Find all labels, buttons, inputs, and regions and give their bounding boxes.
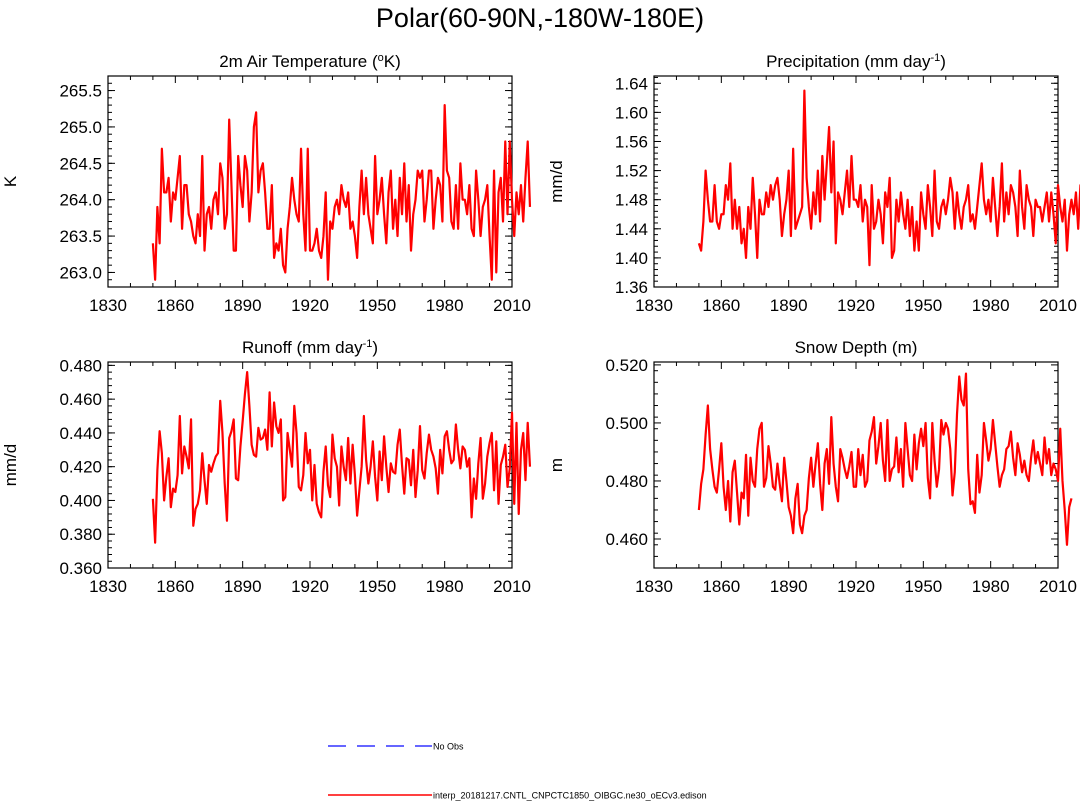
legend-obs-label: No Obs <box>433 742 464 752</box>
snow-depth-ytick-label: 0.460 <box>605 530 648 549</box>
runoff-ytick-label: 0.380 <box>59 525 102 544</box>
legend-model-label: interp_20181217.CNTL_CNPCTC1850_OIBGC.ne… <box>433 791 707 801</box>
runoff-ytick-label: 0.360 <box>59 559 102 578</box>
precip-xtick-label: 1920 <box>837 296 875 315</box>
precip-frame <box>653 75 1059 288</box>
precip-series-line <box>697 89 1080 267</box>
runoff-xtick-label: 1860 <box>156 577 194 596</box>
chart-air-temp: 1830 1860 1890 1920 1950 1980 2010 263.0 263.5 26… <box>1 52 532 315</box>
runoff-xtick-label: 2010 <box>493 577 531 596</box>
runoff-ytick-label: 0.460 <box>59 390 102 409</box>
precip-ytick-label: 1.60 <box>615 103 648 122</box>
snow-depth-ytick-label: 0.480 <box>605 472 648 491</box>
snow-depth-xtick-label: 1830 <box>635 577 673 596</box>
runoff-ytick-label: 0.440 <box>59 424 102 443</box>
snow-depth-title: Snow Depth (m) <box>795 338 918 357</box>
chart-runoff: 1830 1860 1890 1920 1950 1980 2010 0.360 0.380 0.… <box>1 338 532 596</box>
snow-depth-ytick-label: 0.520 <box>605 356 648 375</box>
precip-xtick-label: 1890 <box>770 296 808 315</box>
snow-depth-xtick-label: 2010 <box>1039 577 1077 596</box>
runoff-xtick-label: 1920 <box>291 577 329 596</box>
precip-ytick-label: 1.56 <box>615 132 648 151</box>
runoff-title: Runoff (mm day-1) <box>242 338 378 357</box>
air-temp-xtick-label: 1920 <box>291 296 329 315</box>
air-temp-xtick-label: 1860 <box>156 296 194 315</box>
precip-xtick-label: 1860 <box>702 296 740 315</box>
runoff-ylabel: mm/d <box>1 444 20 487</box>
runoff-xtick-label: 1980 <box>426 577 464 596</box>
snow-depth-ytick-label: 0.500 <box>605 414 648 433</box>
legend: No Obs interp_20181217.CNTL_CNPCTC1850_O… <box>328 742 707 801</box>
runoff-ytick-label: 0.400 <box>59 491 102 510</box>
precip-ytick-label: 1.52 <box>615 162 648 181</box>
chart-snow-depth: 1830 1860 1890 1920 1950 1980 2010 0.460 0.480 0.… <box>547 338 1077 596</box>
precip-xtick-label: 1950 <box>904 296 942 315</box>
air-temp-ytick-label: 265.0 <box>59 118 102 137</box>
air-temp-xtick-label: 1890 <box>224 296 262 315</box>
precip-ytick-label: 1.40 <box>615 249 648 268</box>
snow-depth-xtick-label: 1980 <box>972 577 1010 596</box>
precip-ylabel: mm/d <box>547 160 566 203</box>
runoff-xtick-label: 1830 <box>89 577 127 596</box>
air-temp-xtick-label: 2010 <box>493 296 531 315</box>
precip-ytick-label: 1.36 <box>615 278 648 297</box>
snow-depth-xtick-label: 1920 <box>837 577 875 596</box>
air-temp-ytick-label: 263.5 <box>59 227 102 246</box>
runoff-xtick-label: 1890 <box>224 577 262 596</box>
precip-xtick-label: 1980 <box>972 296 1010 315</box>
air-temp-series-line <box>151 103 532 281</box>
chart-precip: 1830 1860 1890 1920 1950 1980 2010 1.36 1.40 1.44… <box>547 52 1080 315</box>
chart-panels: 1830 1860 1890 1920 1950 1980 2010 263.0 263.5 26… <box>1 52 1080 596</box>
runoff-xtick-label: 1950 <box>358 577 396 596</box>
air-temp-xtick-label: 1830 <box>89 296 127 315</box>
air-temp-ytick-label: 264.0 <box>59 191 102 210</box>
snow-depth-ylabel: m <box>547 458 566 472</box>
snow-depth-xtick-label: 1950 <box>904 577 942 596</box>
precip-ytick-label: 1.44 <box>615 220 648 239</box>
precip-xtick-label: 1830 <box>635 296 673 315</box>
air-temp-xtick-label: 1950 <box>358 296 396 315</box>
snow-depth-series-line <box>697 372 1073 546</box>
air-temp-ytick-label: 265.5 <box>59 82 102 101</box>
precip-ytick-label: 1.48 <box>615 191 648 210</box>
runoff-ytick-label: 0.480 <box>59 356 102 375</box>
page-title: Polar(60-90N,-180W-180E) <box>376 3 704 33</box>
runoff-ytick-label: 0.420 <box>59 458 102 477</box>
precip-ytick-label: 1.64 <box>615 74 648 93</box>
air-temp-ylabel: K <box>1 175 20 187</box>
air-temp-ytick-label: 264.5 <box>59 154 102 173</box>
air-temp-ytick-label: 263.0 <box>59 263 102 282</box>
snow-depth-xtick-label: 1860 <box>702 577 740 596</box>
air-temp-title: 2m Air Temperature (oK) <box>219 52 401 71</box>
runoff-series-line <box>151 371 532 544</box>
air-temp-xtick-label: 1980 <box>426 296 464 315</box>
snow-depth-xtick-label: 1890 <box>770 577 808 596</box>
precip-title: Precipitation (mm day-1) <box>766 52 946 71</box>
precip-xtick-label: 2010 <box>1039 296 1077 315</box>
